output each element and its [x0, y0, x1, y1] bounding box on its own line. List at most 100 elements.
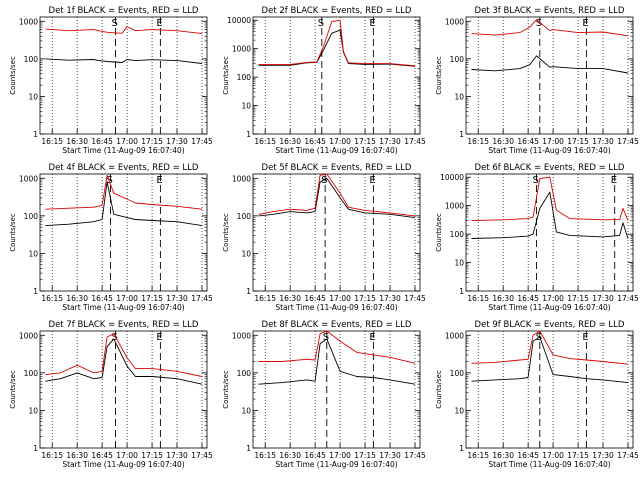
y-tick-label: 100 — [450, 55, 465, 64]
x-tick-label: 16:30 — [66, 137, 88, 146]
x-tick-label: 17:00 — [329, 137, 351, 146]
series-events — [258, 29, 416, 67]
x-axis-label: Start Time (11-Aug-09 16:07:40) — [62, 460, 184, 469]
y-tick-label: 1000 — [445, 331, 464, 340]
y-axis-label: Counts/sec — [435, 56, 443, 95]
marker-label-E: E — [582, 332, 588, 343]
panel-det-3f: Det 3f BLACK = Events, RED = LLD 1 10 100 10… — [435, 6, 639, 155]
x-tick-label: 16:45 — [91, 294, 113, 303]
x-tick-label: 17:15 — [567, 294, 589, 303]
x-tick-label: 17:45 — [191, 294, 213, 303]
panel-det-2f: Det 2f BLACK = Events, RED = LLD 1 10 100 10… — [222, 6, 426, 155]
y-tick-label: 1 — [459, 130, 464, 139]
marker-label-E: E — [156, 18, 162, 29]
series-lld — [471, 19, 629, 37]
y-axis-label: Counts/sec — [435, 213, 443, 252]
plot-frame — [39, 330, 208, 449]
y-axis-label: Counts/sec — [435, 370, 443, 409]
series-lld — [45, 333, 203, 377]
y-tick-label: 10 — [454, 92, 464, 101]
y-tick-label: 10 — [28, 406, 38, 415]
x-tick-label: 16:45 — [517, 451, 539, 460]
y-axis-label: Counts/sec — [9, 213, 17, 252]
marker-label-S: S — [106, 175, 112, 186]
x-tick-label: 17:30 — [379, 294, 401, 303]
series-lld — [258, 173, 416, 217]
series-events — [471, 336, 629, 384]
x-tick-label: 16:15 — [41, 137, 63, 146]
panel-title: Det 9f BLACK = Events, RED = LLD — [475, 320, 625, 330]
y-tick-label: 100 — [24, 55, 39, 64]
y-tick-label: 10 — [454, 406, 464, 415]
x-axis-label: Start Time (11-Aug-09 16:07:40) — [62, 303, 184, 312]
series-lld — [471, 330, 629, 365]
x-tick-label: 16:15 — [41, 451, 63, 460]
x-tick-label: 17:30 — [166, 137, 188, 146]
marker-label-S: S — [323, 332, 329, 343]
x-tick-label: 17:30 — [592, 137, 614, 146]
marker-label-E: E — [369, 18, 375, 29]
x-tick-label: 17:00 — [542, 294, 564, 303]
x-tick-label: 17:15 — [567, 451, 589, 460]
marker-label-E: E — [611, 175, 617, 186]
y-tick-label: 1 — [459, 444, 464, 453]
plot-frame — [39, 173, 208, 292]
series-events — [471, 191, 629, 239]
x-tick-label: 17:45 — [191, 451, 213, 460]
y-tick-label: 1 — [33, 444, 38, 453]
panel-det-6f: Det 6f BLACK = Events, RED = LLD 1 10 100 10… — [435, 163, 639, 312]
plot-frame — [252, 16, 421, 135]
y-tick-label: 1000 — [19, 17, 38, 26]
y-tick-label: 1 — [459, 287, 464, 296]
x-tick-label: 17:45 — [191, 137, 213, 146]
y-tick-label: 1 — [33, 130, 38, 139]
y-tick-label: 100 — [237, 369, 252, 378]
marker-label-E: E — [582, 18, 588, 29]
x-tick-label: 17:15 — [141, 451, 163, 460]
x-tick-label: 17:00 — [116, 137, 138, 146]
x-tick-label: 17:45 — [617, 137, 639, 146]
series-events — [258, 338, 416, 385]
x-tick-label: 17:30 — [166, 294, 188, 303]
x-tick-label: 16:15 — [467, 451, 489, 460]
panel-det-1f: Det 1f BLACK = Events, RED = LLD 1 10 100 10… — [9, 6, 213, 155]
y-tick-label: 1000 — [232, 45, 251, 54]
panel-title: Det 5f BLACK = Events, RED = LLD — [262, 163, 412, 173]
x-tick-label: 17:45 — [404, 137, 426, 146]
x-tick-label: 16:15 — [467, 137, 489, 146]
x-tick-label: 17:30 — [592, 294, 614, 303]
marker-label-E: E — [156, 175, 162, 186]
y-tick-label: 10 — [28, 249, 38, 258]
x-tick-label: 16:45 — [91, 137, 113, 146]
x-axis-label: Start Time (11-Aug-09 16:07:40) — [275, 146, 397, 155]
x-tick-label: 17:00 — [116, 294, 138, 303]
x-tick-label: 16:45 — [517, 294, 539, 303]
marker-label-S: S — [111, 18, 117, 29]
marker-label-E: E — [156, 332, 162, 343]
x-tick-label: 17:00 — [116, 451, 138, 460]
y-tick-label: 1 — [246, 287, 251, 296]
x-tick-label: 16:45 — [304, 451, 326, 460]
x-tick-label: 16:30 — [492, 137, 514, 146]
y-axis-label: Counts/sec — [9, 56, 17, 95]
x-axis-label: Start Time (11-Aug-09 16:07:40) — [275, 460, 397, 469]
series-lld — [258, 330, 416, 364]
y-tick-label: 100 — [237, 73, 252, 82]
x-tick-label: 16:30 — [66, 294, 88, 303]
panel-title: Det 6f BLACK = Events, RED = LLD — [475, 163, 625, 173]
series-lld — [45, 174, 203, 210]
x-tick-label: 17:30 — [379, 137, 401, 146]
plot-frame — [465, 16, 634, 135]
y-tick-label: 100 — [450, 230, 465, 239]
x-tick-label: 17:45 — [404, 294, 426, 303]
x-tick-label: 17:00 — [542, 451, 564, 460]
x-tick-label: 17:15 — [354, 451, 376, 460]
y-axis-label: Counts/sec — [222, 370, 230, 409]
x-tick-label: 17:45 — [404, 451, 426, 460]
x-tick-label: 17:15 — [567, 137, 589, 146]
marker-label-E: E — [369, 175, 375, 186]
y-tick-label: 1000 — [19, 331, 38, 340]
x-tick-label: 17:30 — [166, 451, 188, 460]
y-tick-label: 1 — [33, 287, 38, 296]
y-tick-label: 1000 — [19, 174, 38, 183]
